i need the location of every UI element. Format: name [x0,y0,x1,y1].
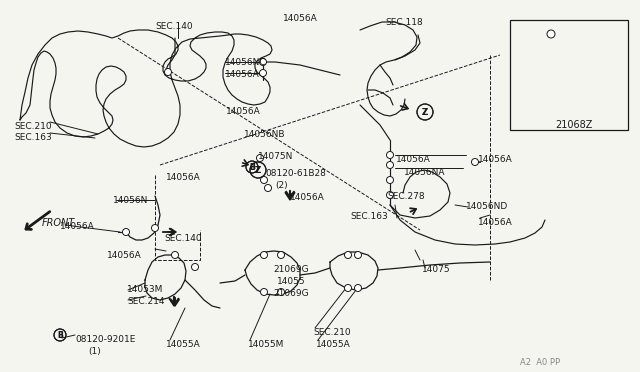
Circle shape [152,224,159,231]
Circle shape [344,251,351,259]
Circle shape [122,228,129,235]
Circle shape [260,289,268,295]
Circle shape [387,192,394,199]
Circle shape [257,154,264,161]
Text: 21069G: 21069G [273,289,308,298]
Text: 14056A: 14056A [226,107,260,116]
Text: (2): (2) [275,181,287,190]
Text: SEC.163: SEC.163 [350,212,388,221]
Text: Z: Z [255,166,261,174]
Text: 14056A: 14056A [166,173,201,182]
Text: SEC.118: SEC.118 [385,18,423,27]
Circle shape [264,185,271,192]
Text: 08120-9201E: 08120-9201E [75,335,136,344]
Text: SEC.140: SEC.140 [164,234,202,243]
Circle shape [164,68,172,76]
Text: 21068Z: 21068Z [555,120,593,130]
Text: 14056N: 14056N [113,196,148,205]
Text: 14056ND: 14056ND [466,202,508,211]
Text: 14055A: 14055A [316,340,351,349]
Text: 14056A: 14056A [290,193,324,202]
Text: Z: Z [422,108,428,116]
Circle shape [355,285,362,292]
Text: 21069G: 21069G [273,265,308,274]
Text: Z: Z [422,108,428,116]
Text: B: B [249,163,255,171]
Text: 14056A: 14056A [283,14,317,23]
Text: 14055M: 14055M [248,340,284,349]
Text: 14056A: 14056A [478,155,513,164]
Text: 08120-61B28: 08120-61B28 [265,169,326,178]
Text: Z: Z [255,166,261,174]
Circle shape [547,30,555,38]
Circle shape [278,251,285,259]
Text: 14056A: 14056A [107,251,141,260]
Circle shape [260,176,268,183]
Text: SEC.210: SEC.210 [313,328,351,337]
Text: B: B [249,163,255,171]
Text: (1): (1) [88,347,100,356]
Circle shape [387,161,394,169]
Circle shape [259,58,266,65]
Circle shape [172,251,179,259]
Circle shape [387,176,394,183]
Circle shape [278,289,285,295]
Text: 14075: 14075 [422,265,451,274]
Text: FRONT: FRONT [42,218,76,228]
Text: 14056A: 14056A [478,218,513,227]
Circle shape [355,251,362,259]
Text: B: B [57,330,63,340]
Text: 14056A: 14056A [396,155,431,164]
Text: A2  A0 PP: A2 A0 PP [520,358,560,367]
Text: 14053M: 14053M [127,285,163,294]
Circle shape [387,151,394,158]
Text: 14055A: 14055A [166,340,201,349]
Circle shape [344,285,351,292]
Text: 14056NC: 14056NC [225,58,267,67]
Text: 14056A: 14056A [60,222,95,231]
Text: 14056NA: 14056NA [404,168,445,177]
Bar [510,20,628,130]
Circle shape [260,251,268,259]
Text: 14056A: 14056A [225,70,260,79]
Text: B: B [57,330,63,340]
Text: SEC.210: SEC.210 [14,122,52,131]
Text: 14055: 14055 [277,277,306,286]
Text: 14075N: 14075N [258,152,293,161]
Text: SEC.163: SEC.163 [14,133,52,142]
Text: SEC.278: SEC.278 [387,192,424,201]
Circle shape [191,263,198,270]
Circle shape [259,70,266,77]
Circle shape [472,158,479,166]
Text: SEC.140: SEC.140 [155,22,193,31]
Text: 14056NB: 14056NB [244,130,285,139]
Text: SEC.214: SEC.214 [127,297,164,306]
